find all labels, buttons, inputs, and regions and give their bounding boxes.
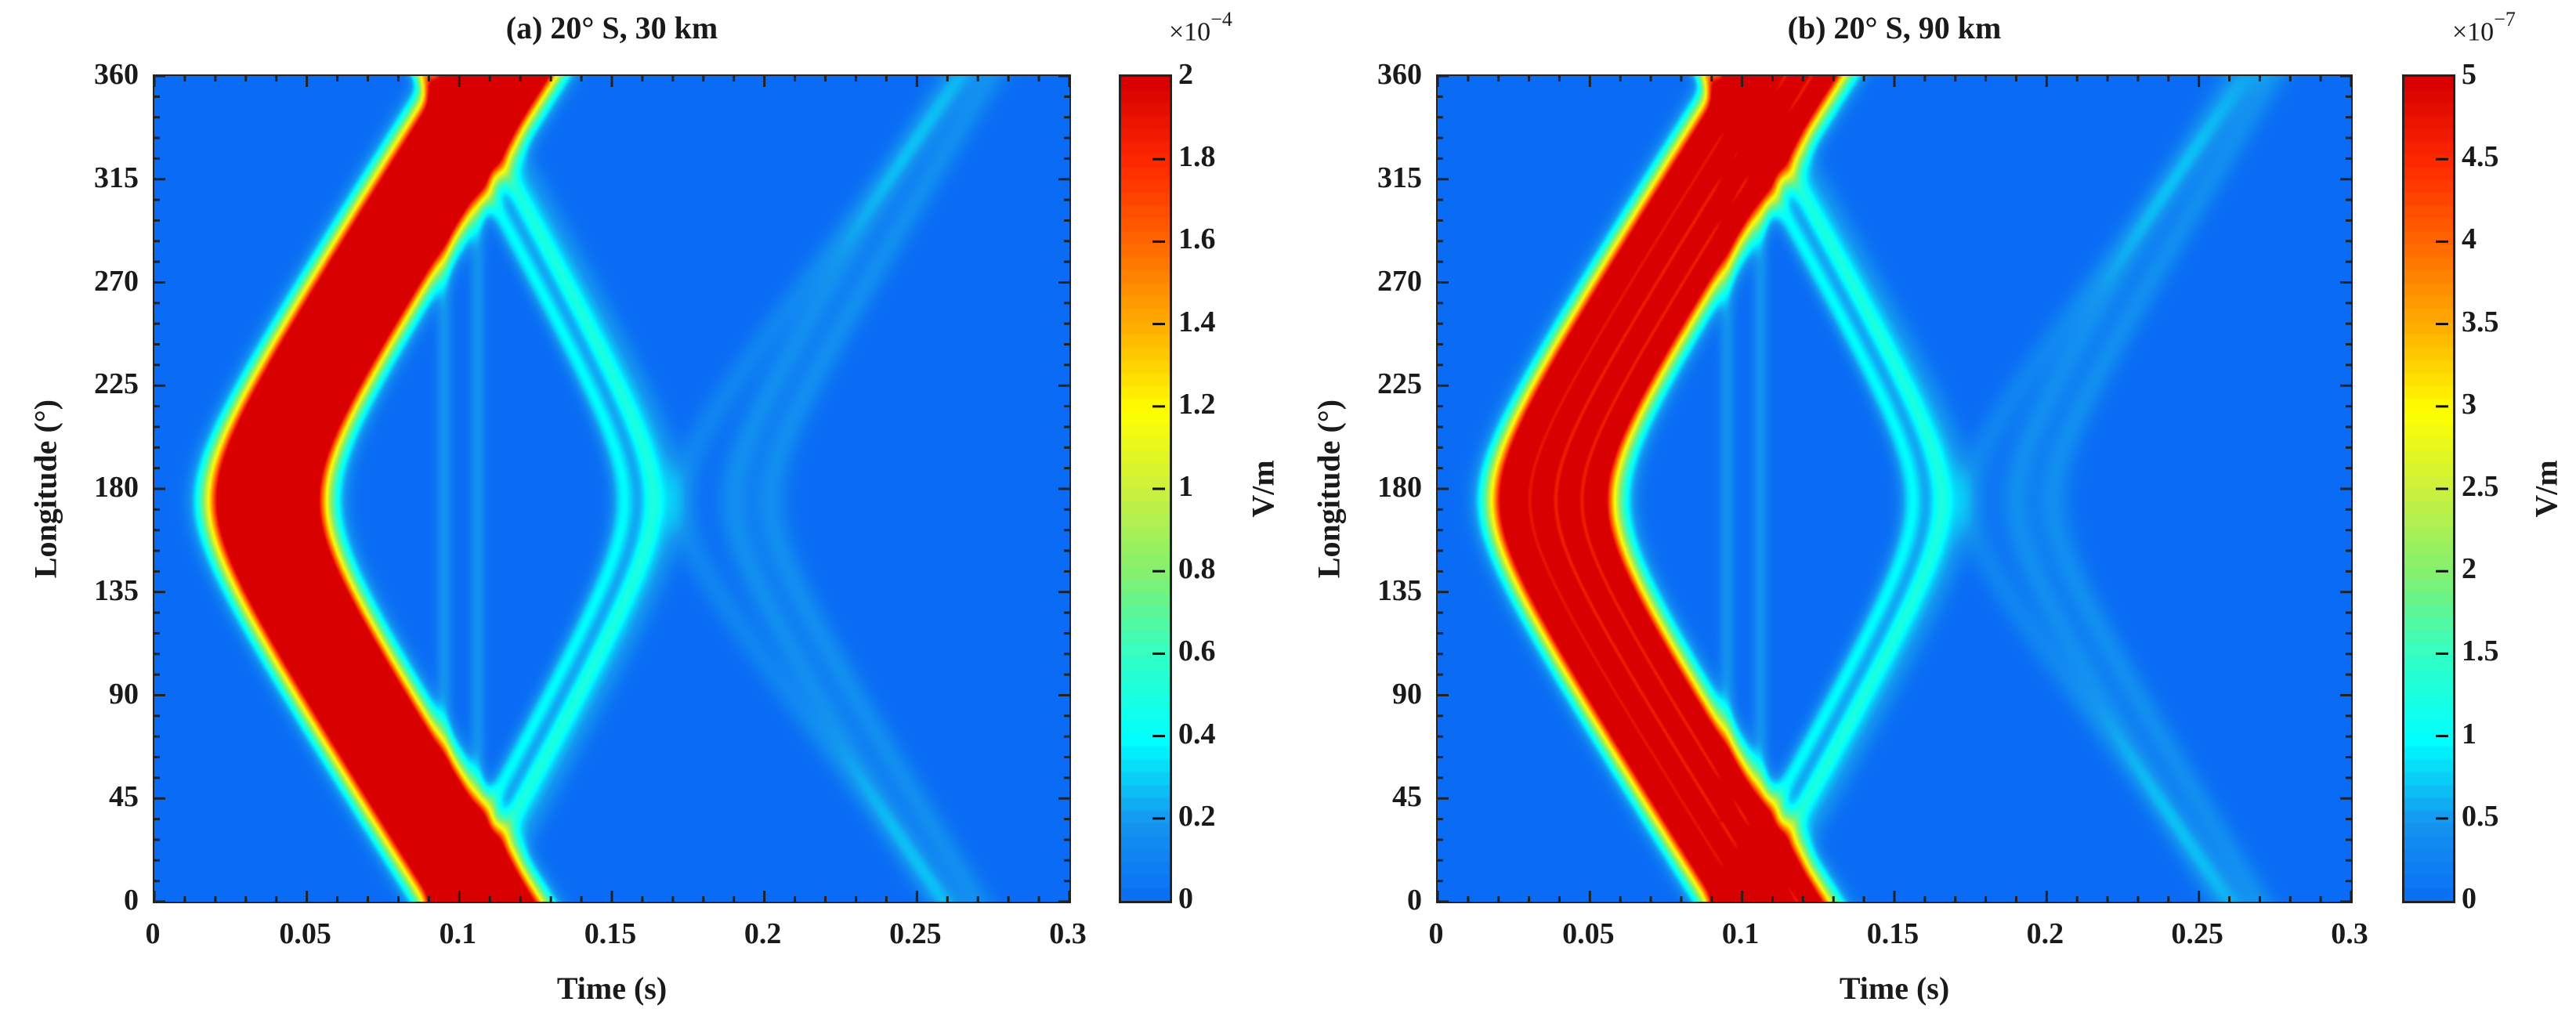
y-tick-label: 270 bbox=[1377, 264, 1422, 298]
heatmap-plot-area bbox=[153, 74, 1071, 903]
colorbar-tick-label: 4.5 bbox=[2462, 140, 2499, 174]
colorbar-tick-label: 0 bbox=[1178, 882, 1193, 915]
x-axis-label: Time (s) bbox=[1839, 971, 1950, 1006]
x-tick-label: 0 bbox=[145, 917, 161, 950]
y-tick-label: 135 bbox=[94, 573, 139, 607]
y-tick-label: 315 bbox=[94, 161, 139, 194]
colorbar bbox=[2402, 74, 2455, 903]
y-tick-label: 225 bbox=[94, 367, 139, 401]
x-tick-label: 0 bbox=[1428, 917, 1444, 950]
colorbar-tick-label: 2 bbox=[1178, 58, 1193, 91]
x-tick-label: 0.2 bbox=[743, 917, 782, 950]
heatmap-plot-area bbox=[1436, 74, 2353, 903]
colorbar-tick-label: 1.8 bbox=[1178, 140, 1216, 174]
y-tick-label: 270 bbox=[94, 264, 139, 298]
x-tick-label: 0.15 bbox=[1866, 917, 1919, 950]
colorbar-tick-label: 0.6 bbox=[1178, 635, 1216, 668]
x-tick-label: 0.1 bbox=[439, 917, 477, 950]
y-tick-label: 90 bbox=[1392, 677, 1422, 711]
x-tick-label: 0.05 bbox=[1562, 917, 1615, 950]
x-tick-label: 0.3 bbox=[2331, 917, 2368, 950]
y-tick-label: 0 bbox=[1407, 884, 1422, 917]
colorbar-tick-label: 1.2 bbox=[1178, 387, 1216, 421]
y-tick-label: 135 bbox=[1377, 573, 1422, 607]
y-tick-label: 360 bbox=[1377, 58, 1422, 91]
x-tick-label: 0.2 bbox=[2026, 917, 2064, 950]
colorbar-tick-label: 1.5 bbox=[2462, 635, 2499, 668]
x-tick-label: 0.25 bbox=[889, 917, 942, 950]
colorbar-tick-label: 4 bbox=[2462, 222, 2477, 256]
panel-b: (b) 20° S, 90 km Longitude (°) Time (s) … bbox=[1283, 0, 2576, 1027]
colorbar bbox=[1119, 74, 1172, 903]
colorbar-multiplier: ×10−7 bbox=[2452, 8, 2516, 47]
x-tick-label: 0.15 bbox=[584, 917, 637, 950]
y-tick-label: 180 bbox=[1377, 471, 1422, 504]
colorbar-label: V/m bbox=[1245, 460, 1281, 518]
x-tick-label: 0.1 bbox=[1721, 917, 1760, 950]
colorbar-tick-label: 0.5 bbox=[2462, 799, 2499, 833]
colorbar-tick-label: 1 bbox=[1178, 470, 1193, 503]
colorbar-tick-label: 1 bbox=[2462, 717, 2477, 750]
colorbar-gradient bbox=[2404, 77, 2453, 901]
multiplier-base: ×10 bbox=[2452, 17, 2495, 47]
colorbar-gradient bbox=[1121, 77, 1170, 901]
x-axis-label: Time (s) bbox=[556, 971, 668, 1006]
multiplier-exponent: −4 bbox=[1210, 8, 1232, 31]
heatmap-canvas bbox=[1438, 76, 2351, 902]
colorbar-tick-label: 3 bbox=[2462, 387, 2477, 421]
y-tick-label: 90 bbox=[109, 677, 139, 711]
colorbar-tick-label: 1.6 bbox=[1178, 222, 1216, 256]
y-tick-label: 315 bbox=[1377, 161, 1422, 194]
chart-title: (a) 20° S, 30 km bbox=[505, 10, 718, 45]
colorbar-tick-label: 5 bbox=[2462, 58, 2477, 91]
colorbar-tick-label: 0.8 bbox=[1178, 552, 1216, 586]
colorbar-tick-label: 2 bbox=[2462, 552, 2477, 586]
chart-title: (b) 20° S, 90 km bbox=[1787, 10, 2002, 45]
colorbar-multiplier: ×10−4 bbox=[1169, 8, 1232, 47]
colorbar-tick-label: 1.4 bbox=[1178, 305, 1216, 338]
y-tick-label: 45 bbox=[1392, 780, 1422, 814]
colorbar-tick-label: 2.5 bbox=[2462, 470, 2499, 503]
colorbar-tick-label: 0.2 bbox=[1178, 799, 1216, 833]
x-tick-label: 0.3 bbox=[1049, 917, 1087, 950]
y-tick-label: 45 bbox=[109, 780, 139, 814]
x-tick-label: 0.05 bbox=[279, 917, 331, 950]
multiplier-base: ×10 bbox=[1169, 17, 1211, 47]
x-tick-label: 0.25 bbox=[2171, 917, 2223, 950]
colorbar-tick-label: 0 bbox=[2462, 882, 2477, 915]
colorbar-tick-label: 0.4 bbox=[1178, 717, 1216, 750]
colorbar-tick-label: 3.5 bbox=[2462, 305, 2499, 338]
multiplier-exponent: −7 bbox=[2494, 8, 2516, 31]
y-tick-label: 225 bbox=[1377, 367, 1422, 401]
y-tick-label: 0 bbox=[124, 884, 139, 917]
colorbar-label: V/m bbox=[2528, 460, 2564, 518]
heatmap-canvas bbox=[154, 76, 1069, 902]
y-tick-label: 360 bbox=[94, 58, 139, 91]
y-tick-label: 180 bbox=[94, 471, 139, 504]
panel-a: (a) 20° S, 30 km Longitude (°) Time (s) … bbox=[28, 8, 1281, 1006]
